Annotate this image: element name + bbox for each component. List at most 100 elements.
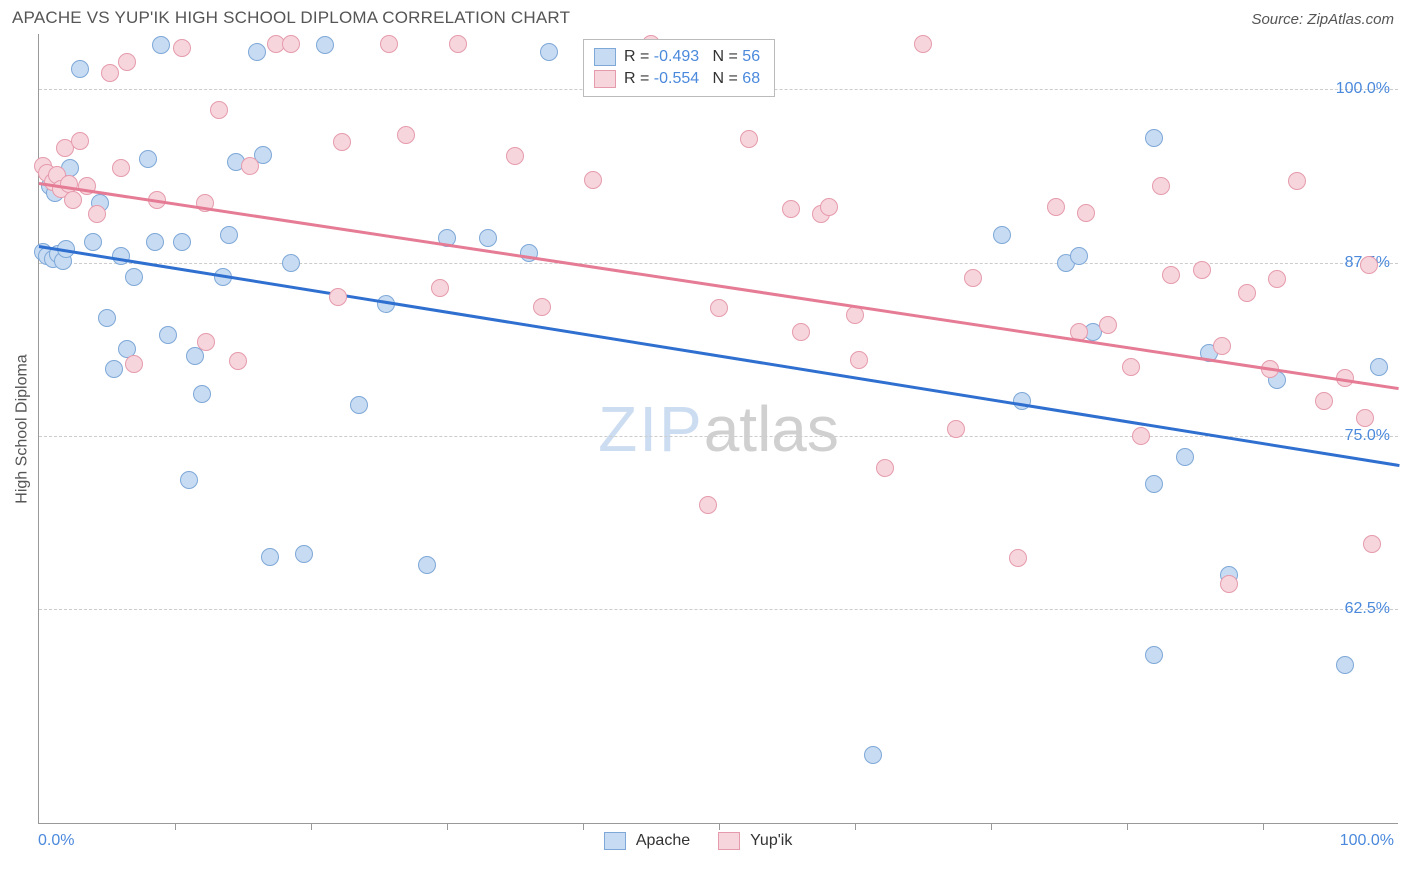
data-point <box>479 229 497 247</box>
data-point <box>1013 392 1031 410</box>
data-point <box>98 309 116 327</box>
bottom-row: 0.0% Apache Yup'ik 100.0% <box>8 824 1398 850</box>
data-point <box>1162 266 1180 284</box>
data-point <box>947 420 965 438</box>
data-point <box>1268 270 1286 288</box>
chart-header: APACHE VS YUP'IK HIGH SCHOOL DIPLOMA COR… <box>8 8 1398 34</box>
data-point <box>333 133 351 151</box>
data-point <box>295 545 313 563</box>
gridline-h <box>39 436 1398 437</box>
legend-label: Apache <box>636 832 690 850</box>
data-point <box>1360 256 1378 274</box>
x-tick <box>447 823 448 830</box>
data-point <box>152 36 170 54</box>
x-tick <box>1127 823 1128 830</box>
data-point <box>118 53 136 71</box>
data-point <box>197 333 215 351</box>
data-point <box>710 299 728 317</box>
data-point <box>820 198 838 216</box>
data-point <box>397 126 415 144</box>
data-point <box>1370 358 1388 376</box>
legend-row: R = -0.554 N = 68 <box>594 68 760 90</box>
data-point <box>71 132 89 150</box>
data-point <box>1193 261 1211 279</box>
data-point <box>112 247 130 265</box>
data-point <box>1132 427 1150 445</box>
data-point <box>782 200 800 218</box>
data-point <box>740 130 758 148</box>
data-point <box>792 323 810 341</box>
data-point <box>316 36 334 54</box>
data-point <box>193 385 211 403</box>
data-point <box>431 279 449 297</box>
data-point <box>125 355 143 373</box>
data-point <box>846 306 864 324</box>
scatter-plot-area: ZIPatlas 62.5%75.0%87.5%100.0%R = -0.493… <box>38 34 1398 824</box>
data-point <box>1336 656 1354 674</box>
legend-swatch <box>718 832 740 850</box>
data-point <box>64 191 82 209</box>
gridline-h <box>39 609 1398 610</box>
data-point <box>84 233 102 251</box>
data-point <box>506 147 524 165</box>
data-point <box>533 298 551 316</box>
x-tick <box>719 823 720 830</box>
bottom-legend: Apache Yup'ik <box>604 832 810 850</box>
data-point <box>229 352 247 370</box>
data-point <box>1099 316 1117 334</box>
data-point <box>1047 198 1065 216</box>
chart-title: APACHE VS YUP'IK HIGH SCHOOL DIPLOMA COR… <box>12 8 570 28</box>
data-point <box>173 233 191 251</box>
data-point <box>1122 358 1140 376</box>
data-point <box>180 471 198 489</box>
data-point <box>1152 177 1170 195</box>
x-axis-start-label: 0.0% <box>38 832 74 850</box>
data-point <box>380 35 398 53</box>
data-point <box>1009 549 1027 567</box>
data-point <box>540 43 558 61</box>
data-point <box>71 60 89 78</box>
data-point <box>282 254 300 272</box>
x-tick <box>175 823 176 830</box>
data-point <box>850 351 868 369</box>
data-point <box>173 39 191 57</box>
data-point <box>699 496 717 514</box>
data-point <box>864 746 882 764</box>
y-axis-label: High School Diploma <box>14 354 32 503</box>
legend-swatch <box>604 832 626 850</box>
data-point <box>125 268 143 286</box>
data-point <box>101 64 119 82</box>
data-point <box>876 459 894 477</box>
data-point <box>220 226 238 244</box>
data-point <box>1145 129 1163 147</box>
data-point <box>1213 337 1231 355</box>
y-tick-label: 62.5% <box>1345 600 1390 618</box>
legend-label: Yup'ik <box>750 832 792 850</box>
data-point <box>146 233 164 251</box>
source-label: Source: ZipAtlas.com <box>1251 11 1394 28</box>
data-point <box>159 326 177 344</box>
plot-row: High School Diploma ZIPatlas 62.5%75.0%8… <box>8 34 1398 824</box>
x-tick <box>991 823 992 830</box>
watermark-zip: ZIP <box>598 393 704 465</box>
data-point <box>418 556 436 574</box>
x-tick <box>311 823 312 830</box>
data-point <box>1356 409 1374 427</box>
x-axis-end-label: 100.0% <box>1340 832 1394 850</box>
data-point <box>350 396 368 414</box>
data-point <box>139 150 157 168</box>
data-point <box>1070 247 1088 265</box>
data-point <box>1238 284 1256 302</box>
data-point <box>88 205 106 223</box>
chart-container: APACHE VS YUP'IK HIGH SCHOOL DIPLOMA COR… <box>8 8 1398 850</box>
y-axis-label-column: High School Diploma <box>8 34 38 824</box>
data-point <box>261 548 279 566</box>
data-point <box>105 360 123 378</box>
watermark-atlas: atlas <box>704 393 839 465</box>
y-tick-label: 75.0% <box>1345 427 1390 445</box>
data-point <box>282 35 300 53</box>
correlation-legend-box: R = -0.493 N = 56R = -0.554 N = 68 <box>583 39 775 97</box>
y-tick-label: 100.0% <box>1336 80 1390 98</box>
data-point <box>993 226 1011 244</box>
x-tick <box>855 823 856 830</box>
